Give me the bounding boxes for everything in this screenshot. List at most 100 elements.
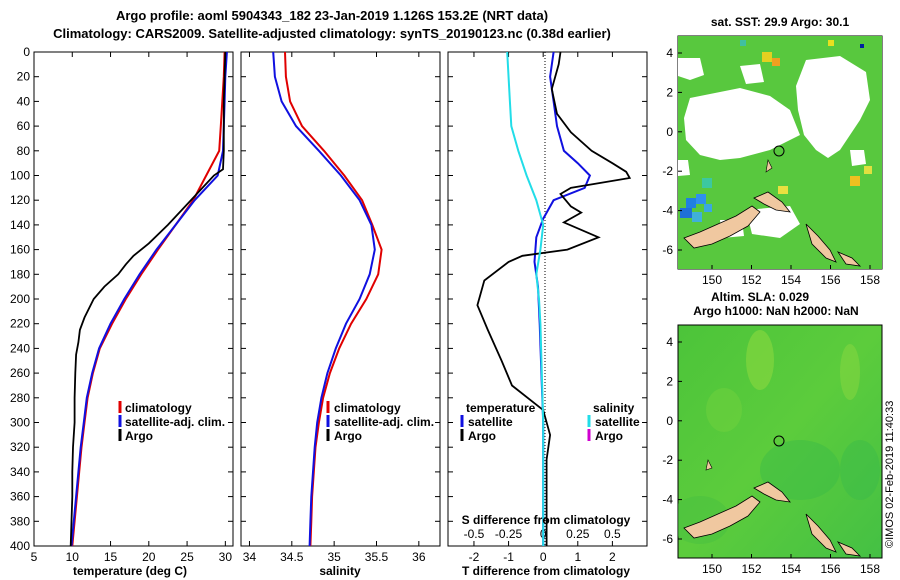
depth-tick-label: 0 (23, 45, 30, 59)
depth-tick-label: 120 (10, 193, 30, 207)
temperature-xlabel: temperature (deg C) (73, 564, 187, 578)
salinity-satellite-adj-clim--line (272, 51, 376, 547)
sst-field (678, 36, 882, 269)
depth-tick-label: 400 (10, 539, 30, 553)
map-y-tick-label: 0 (666, 414, 673, 428)
sla-map: Altim. SLA: 0.029 Argo h1000: NaN h2000:… (662, 290, 883, 576)
difference-series (476, 51, 632, 546)
sla-map-title-line1: Altim. SLA: 0.029 (711, 290, 809, 304)
legend-s-satellite-label: satellite (595, 415, 640, 429)
x-tick-label: 15 (104, 550, 118, 564)
x-tick-label: 35.5 (365, 550, 389, 564)
x-tick-label: 5 (31, 550, 38, 564)
sal-legend-argo-label: Argo (334, 429, 362, 443)
temperature-argo-line (69, 51, 227, 547)
temperature-axes (33, 51, 234, 547)
depth-tick-label: 40 (17, 94, 31, 108)
map-y-tick-label: 4 (666, 335, 673, 349)
depth-tick-label: 80 (17, 144, 31, 158)
map-x-tick-label: 150 (702, 562, 722, 576)
depth-tick-label: 340 (10, 465, 30, 479)
salinity-panel: 34 34.5 35 35.5 36 salinity climatology sate… (240, 51, 441, 578)
depth-tick-label: 160 (10, 243, 30, 257)
argo-float-marker-sla (773, 435, 785, 447)
x-tick-label: 34 (243, 550, 257, 564)
map-y-tick-label: -6 (662, 532, 673, 546)
difference-salinity-satellite-line (506, 51, 545, 546)
salinity-xticks: 34 34.5 35 35.5 36 (243, 52, 426, 564)
x-tick-label: 36 (412, 550, 426, 564)
depth-tick-label: 200 (10, 292, 30, 306)
x-tick-label: -2 (469, 550, 480, 564)
sst-yticks: 4 2 0 -2 -4 -6 (662, 46, 682, 257)
difference-panel: -2 -1 0 1 2 -0.5 -0.25 0 0.25 0.5 T difference f… (447, 51, 648, 578)
map-x-tick-label: 152 (741, 273, 761, 287)
s-diff-tick-label: -0.25 (495, 527, 523, 541)
map-y-tick-label: 2 (666, 374, 673, 388)
difference-temperature-argo-line (476, 51, 632, 546)
s-diff-tick-label: 0.25 (566, 527, 590, 541)
salinity-depth-ticks (241, 51, 440, 547)
sal-legend-climatology-label: climatology (334, 401, 401, 415)
sst-xticks: 150 152 154 156 158 (702, 265, 880, 287)
map-x-tick-label: 154 (781, 562, 801, 576)
sla-xticks: 150 152 154 156 158 (702, 554, 880, 576)
x-tick-label: 10 (66, 550, 80, 564)
depth-tick-label: 380 (10, 514, 30, 528)
sst-map: sat. SST: 29.9 Argo: 30.1 (662, 15, 883, 287)
s-diff-tick-label: 0.5 (604, 527, 621, 541)
sla-yticks: 4 2 0 -2 -4 -6 (662, 335, 682, 546)
legend-t-satellite-label: satellite (468, 415, 513, 429)
legend-climatology-label: climatology (125, 401, 192, 415)
salinity-axes (240, 51, 441, 547)
temperature-xticks: 5 10 15 20 25 30 (31, 52, 232, 564)
temperature-series (69, 51, 228, 547)
x-tick-label: 1 (574, 550, 581, 564)
x-tick-label: 25 (180, 550, 194, 564)
credit-label: ©IMOS 02-Feb-2019 11:40:33 (884, 401, 896, 548)
depth-tick-label: 360 (10, 490, 30, 504)
depth-tick-label: 100 (10, 169, 30, 183)
legend-s-argo-label: Argo (595, 429, 623, 443)
argo-float-marker (773, 145, 785, 157)
x-tick-label: 35 (327, 550, 341, 564)
difference-depth-ticks (448, 51, 647, 547)
sst-map-title: sat. SST: 29.9 Argo: 30.1 (711, 15, 850, 29)
depth-tick-label: 60 (17, 119, 31, 133)
salinity-series (272, 51, 383, 547)
depth-tick-label: 140 (10, 218, 30, 232)
difference-xticks: -2 -1 0 1 2 (469, 52, 616, 564)
map-x-tick-label: 152 (741, 562, 761, 576)
map-y-tick-label: 0 (666, 125, 673, 139)
map-y-tick-label: 2 (666, 85, 673, 99)
map-y-tick-label: -4 (662, 204, 673, 218)
figure-title-line2: Climatology: CARS2009. Satellite-adjuste… (53, 26, 611, 41)
map-y-tick-label: 4 (666, 46, 673, 60)
map-y-tick-label: -6 (662, 243, 673, 257)
depth-tick-label: 260 (10, 366, 30, 380)
x-tick-label: 34.5 (280, 550, 304, 564)
sla-field (678, 330, 880, 557)
difference-xlabel: T difference from climatology (462, 564, 630, 578)
s-difference-label: S difference from climatology (462, 513, 631, 527)
legend-argo-label: Argo (125, 429, 153, 443)
salinity-xlabel: salinity (319, 564, 361, 578)
legend-t-argo-label: Argo (468, 429, 496, 443)
map-x-tick-label: 156 (820, 273, 840, 287)
map-x-tick-label: 158 (860, 562, 880, 576)
depth-tick-label: 280 (10, 391, 30, 405)
depth-ticks: 0 20 40 60 80 100 120 140 160 180 200 220 240 260 280 3… (10, 45, 233, 553)
x-tick-label: 0 (540, 550, 547, 564)
difference-legend: temperature satellite Argo salinity sate… (460, 401, 640, 443)
figure-title-line1: Argo profile: aoml 5904343_182 23-Jan-20… (116, 8, 548, 23)
depth-tick-label: 220 (10, 317, 30, 331)
map-y-tick-label: -2 (662, 453, 673, 467)
depth-tick-label: 320 (10, 440, 30, 454)
legend-salinity-title: salinity (593, 401, 635, 415)
depth-tick-label: 20 (17, 70, 31, 84)
x-tick-label: 20 (142, 550, 156, 564)
temperature-legend: climatology satellite-adj. clim. Argo (118, 401, 225, 443)
depth-tick-label: 300 (10, 416, 30, 430)
s-diff-tick-label: -0.5 (464, 527, 485, 541)
